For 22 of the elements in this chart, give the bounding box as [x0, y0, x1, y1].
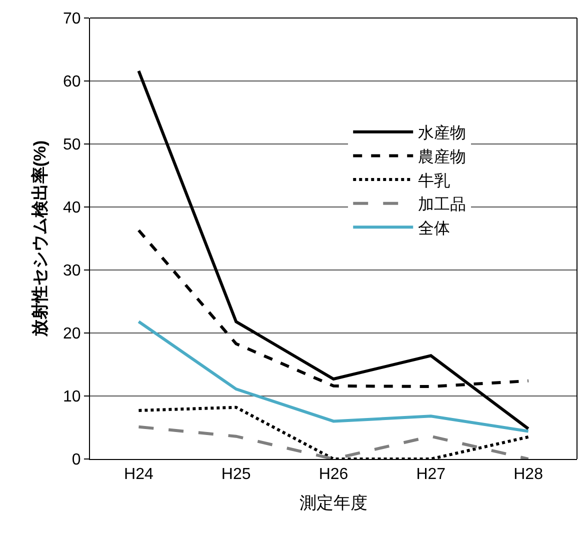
x-tick-label: H27 — [416, 466, 446, 484]
y-tick-label: 30 — [63, 262, 81, 280]
x-tick-label: H26 — [318, 466, 348, 484]
legend-label: 牛乳 — [418, 172, 450, 190]
legend-label: 農産物 — [418, 148, 466, 166]
y-tick-label: 60 — [63, 74, 81, 91]
legend-label: 加工品 — [418, 196, 466, 214]
line-series — [137, 69, 530, 430]
y-tick-label: 70 — [63, 10, 81, 28]
x-tick-label: H25 — [221, 466, 251, 484]
y-tick-label: 0 — [72, 452, 81, 469]
line-series — [137, 320, 530, 433]
y-axis-title: 放射性セシウム検出率(%) — [30, 140, 50, 338]
y-tick-label: 50 — [63, 136, 81, 154]
y-tick-label: 40 — [63, 200, 81, 217]
legend-label: 全体 — [418, 220, 450, 238]
x-tick-label: H28 — [514, 466, 544, 484]
x-tick-label: H24 — [124, 466, 154, 484]
y-tick-label: 10 — [63, 388, 81, 406]
x-axis-title: 測定年度 — [300, 494, 368, 513]
legend-label: 水産物 — [418, 124, 466, 142]
y-tick-label: 20 — [63, 326, 81, 343]
